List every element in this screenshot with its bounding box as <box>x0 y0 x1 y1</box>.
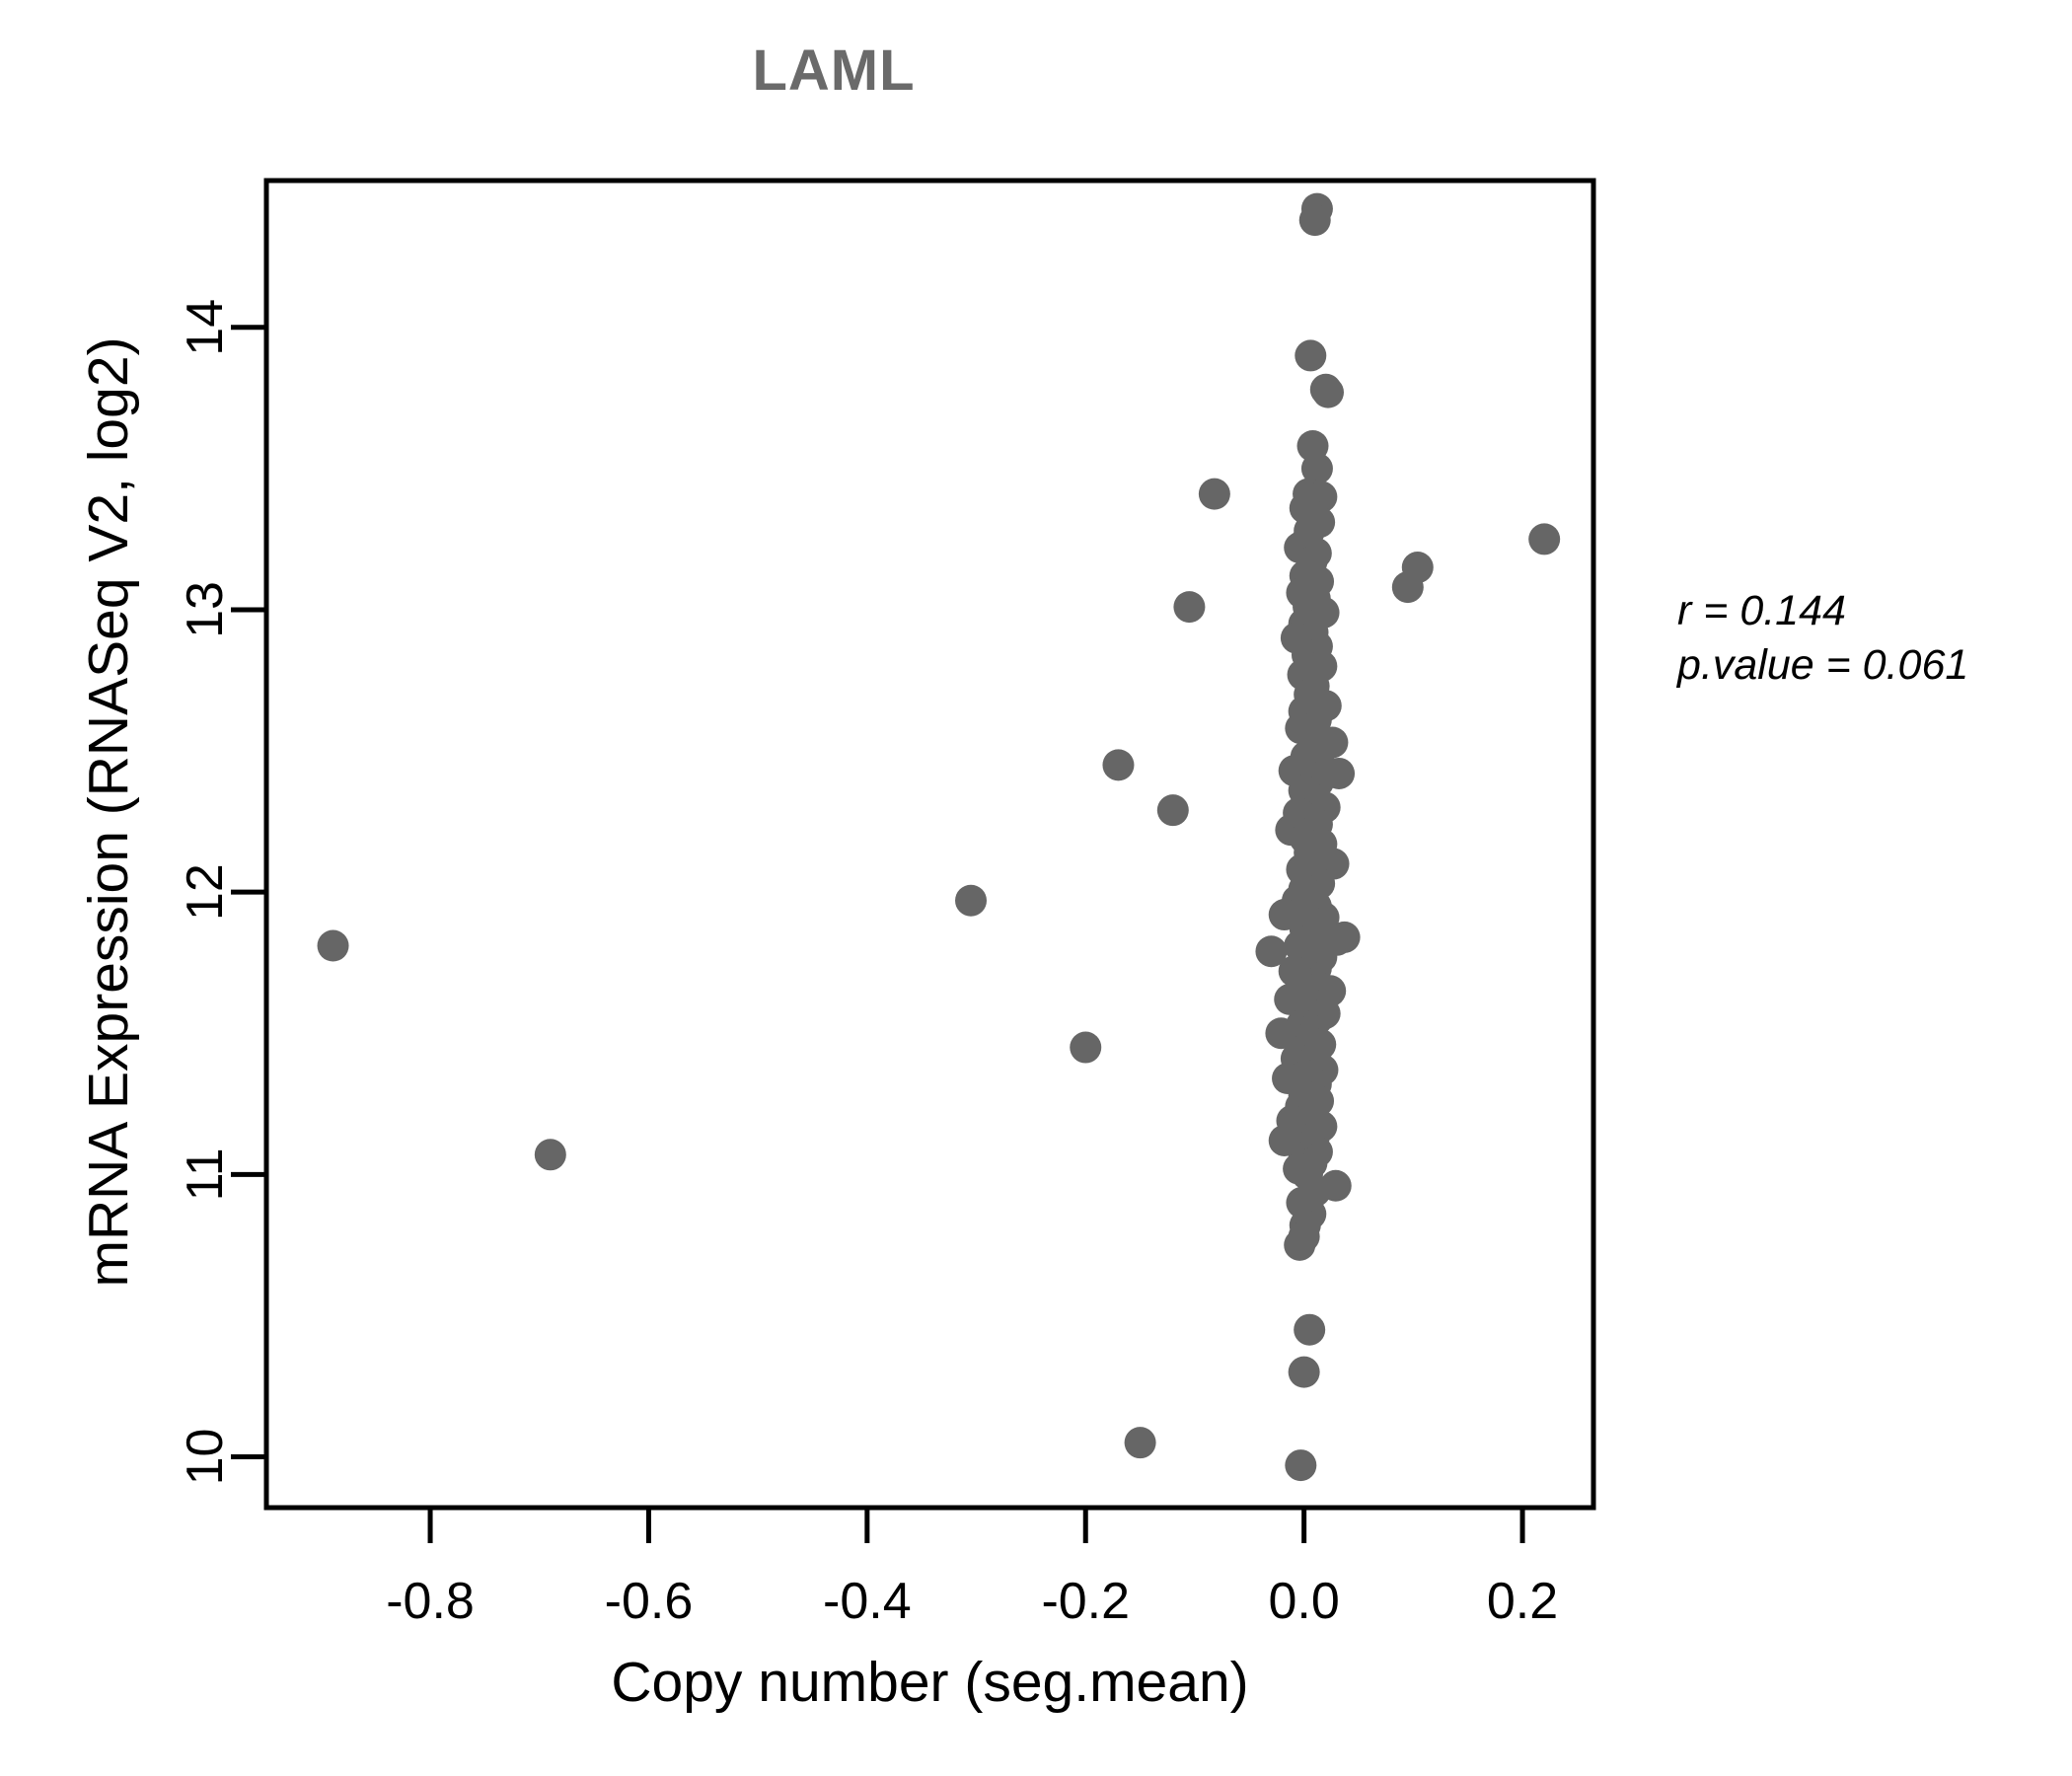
statistics-annotation: r = 0.144 p.value = 0.061 <box>1677 584 1968 693</box>
data-point <box>1173 591 1206 624</box>
data-point <box>317 929 349 962</box>
y-tick-label: 10 <box>177 1429 234 1486</box>
x-axis-label: Copy number (seg.mean) <box>611 1651 1249 1714</box>
x-axis-ticks: -0.8 -0.6 -0.4 -0.2 0.0 0.2 <box>386 1508 1558 1630</box>
data-point <box>1198 478 1230 510</box>
y-tick-label: 11 <box>177 1147 234 1201</box>
data-point <box>1255 935 1288 968</box>
data-point <box>1528 523 1561 555</box>
plot-frame <box>263 178 1596 1511</box>
data-point <box>1070 1031 1102 1064</box>
x-tick-label: 0.0 <box>1268 1573 1339 1630</box>
data-point-group <box>317 192 1561 1482</box>
data-point <box>1391 571 1424 604</box>
data-point <box>534 1139 566 1171</box>
data-point <box>1298 204 1331 237</box>
data-point <box>1300 452 1333 484</box>
data-point <box>1288 1356 1320 1388</box>
data-point <box>1102 749 1135 781</box>
data-point <box>1265 1017 1297 1050</box>
x-tick-label: -0.8 <box>386 1573 475 1630</box>
y-tick-label: 12 <box>177 863 234 921</box>
data-point <box>1156 794 1189 827</box>
data-point <box>1284 1228 1316 1261</box>
data-point <box>1312 376 1344 408</box>
correlation-annotation: r = 0.144 <box>1677 587 1846 634</box>
data-point <box>955 884 988 917</box>
pvalue-annotation: p.value = 0.061 <box>1677 641 1969 690</box>
y-tick-label: 14 <box>177 299 234 356</box>
data-point <box>1294 1313 1326 1346</box>
x-tick-label: -0.6 <box>605 1573 694 1630</box>
data-point <box>1285 1449 1317 1482</box>
x-tick-label: -0.4 <box>823 1573 912 1630</box>
data-point <box>1124 1427 1156 1459</box>
data-point <box>1295 339 1327 372</box>
y-axis-ticks: 10 11 12 13 14 <box>177 299 266 1486</box>
x-tick-label: 0.2 <box>1487 1573 1558 1630</box>
y-tick-label: 13 <box>177 581 234 638</box>
page-title: LAML <box>752 38 916 103</box>
x-tick-label: -0.2 <box>1041 1573 1130 1630</box>
